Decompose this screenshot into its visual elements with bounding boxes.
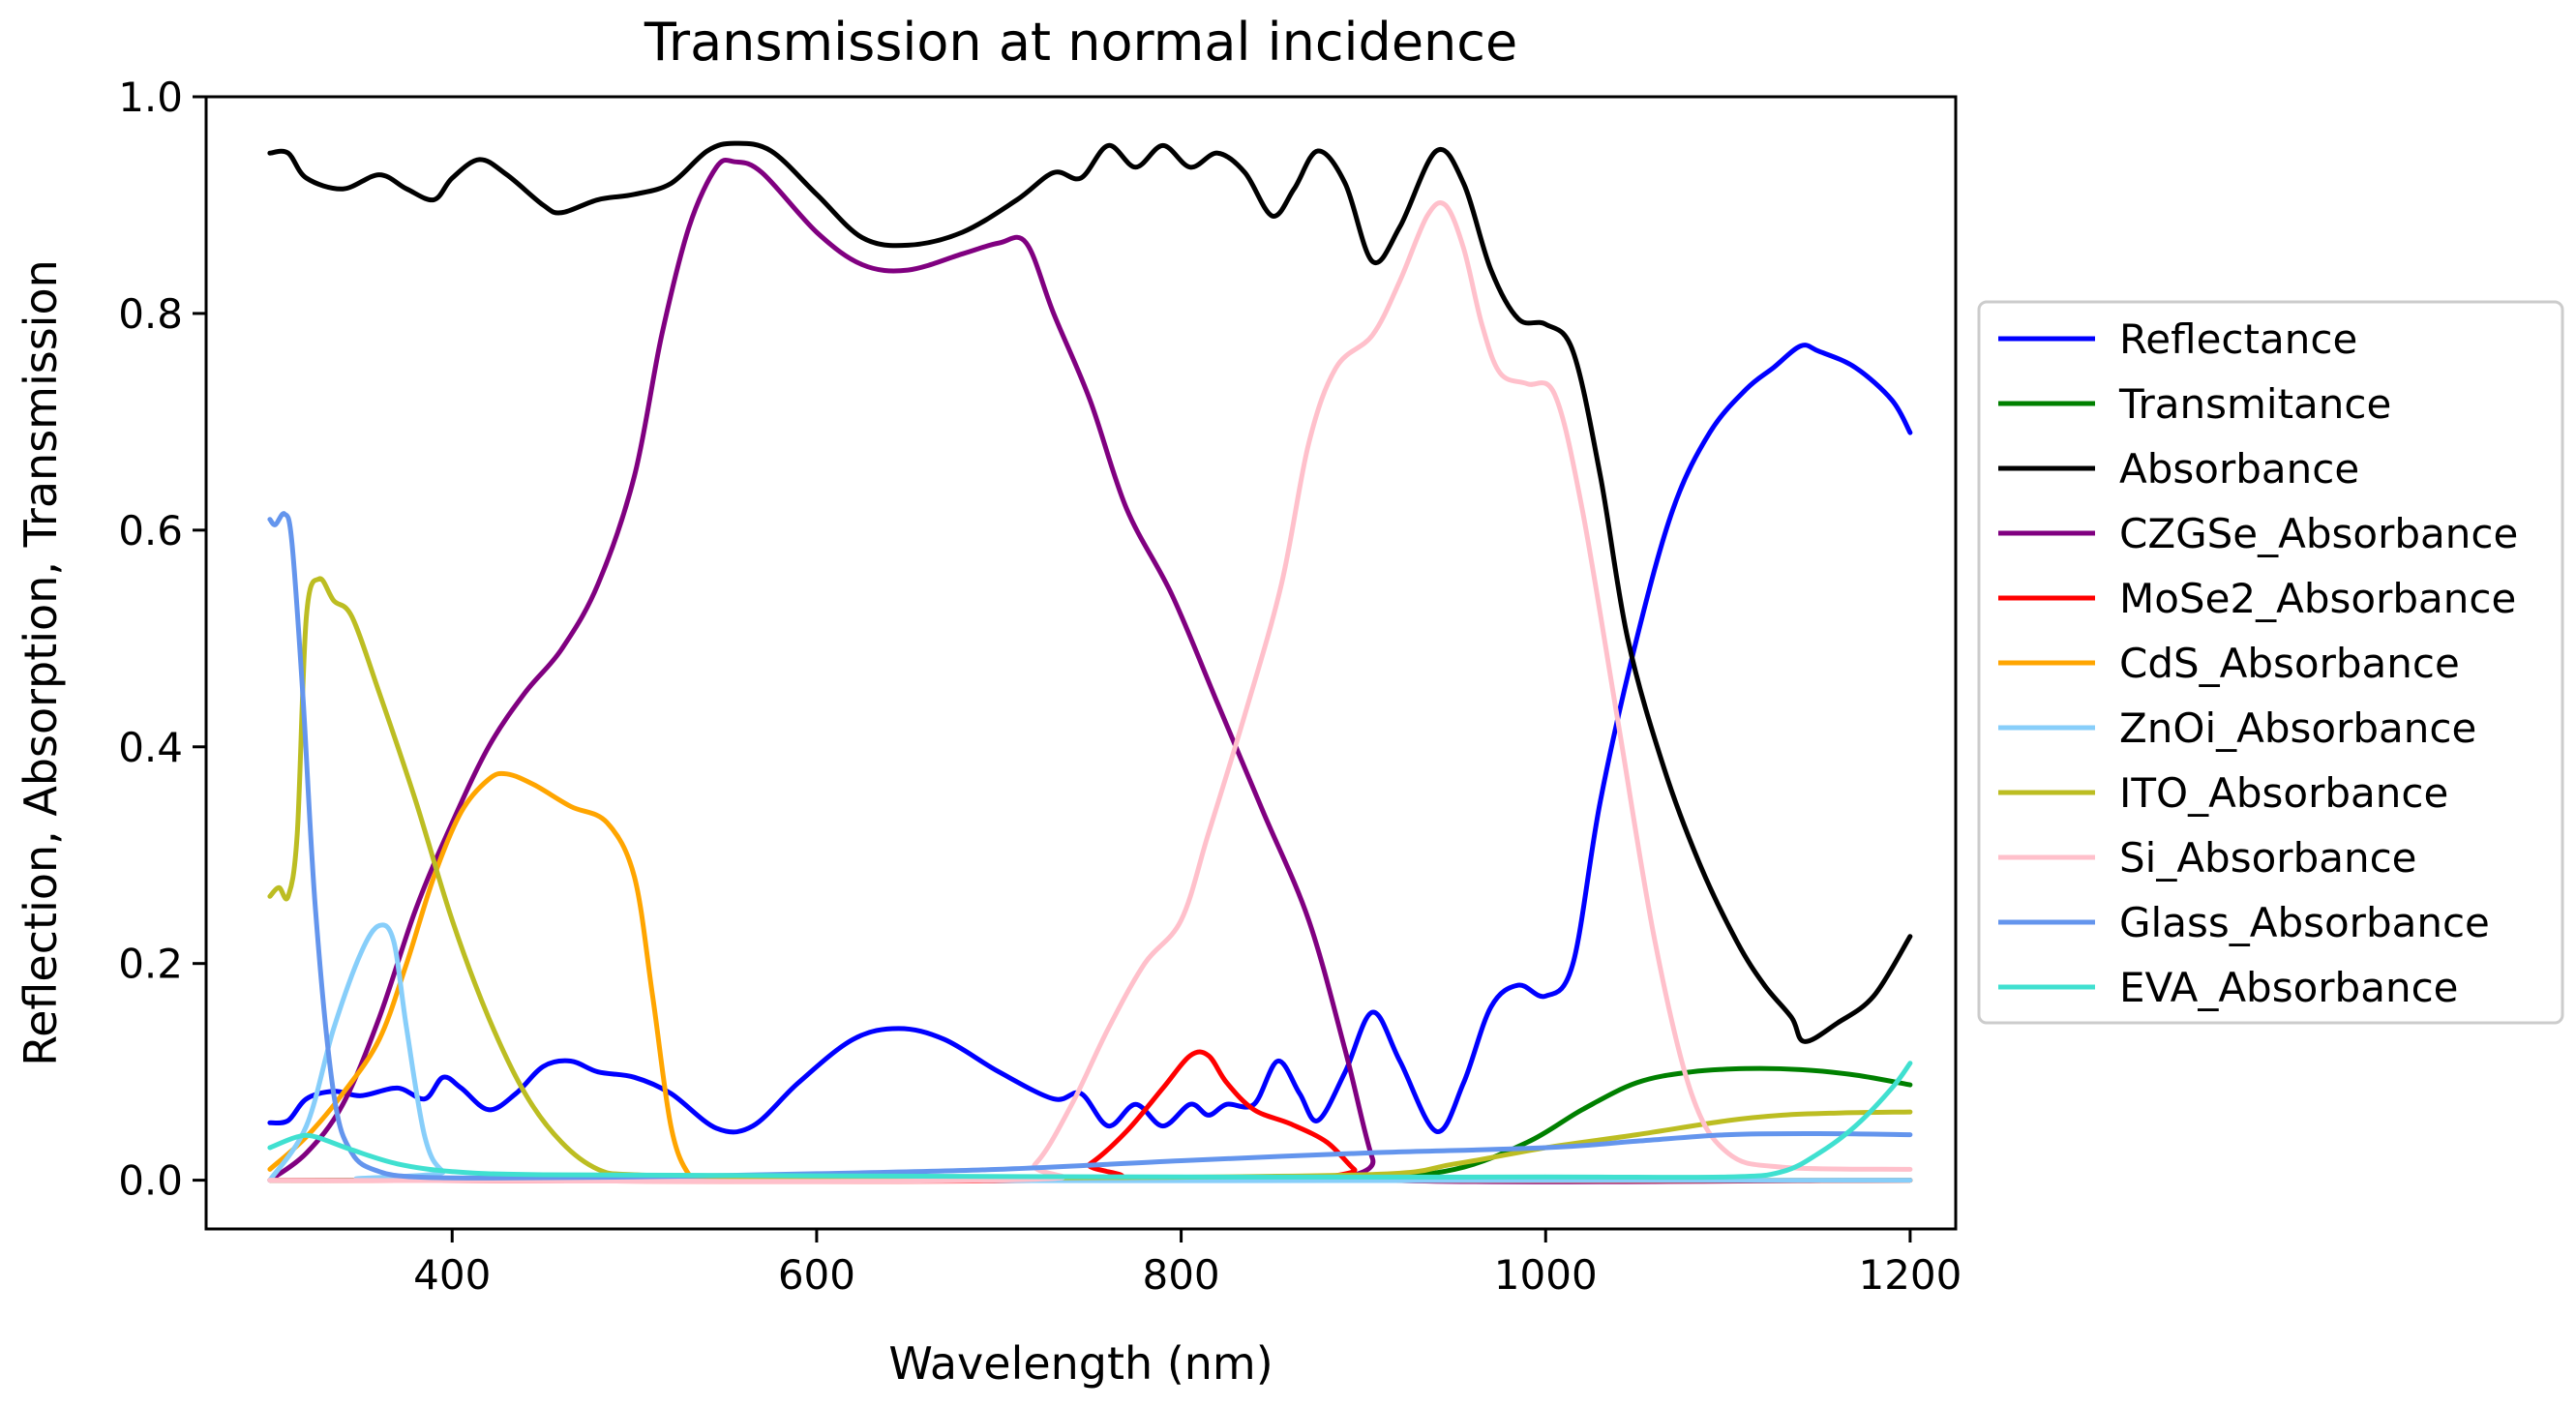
legend-label-ito-absorbance: ITO_Absorbance: [2119, 769, 2448, 817]
series-line-czgse-absorbance: [267, 157, 1913, 1184]
legend-label-czgse-absorbance: CZGSe_Absorbance: [2119, 510, 2518, 557]
plot-frame: [204, 95, 1958, 1231]
x-axis: 400 600 800 1000 1200: [413, 1229, 1962, 1299]
plot-lines: [267, 140, 1913, 1184]
series-line-absorbance: [267, 140, 1913, 1044]
x-tick-label: 1000: [1494, 1251, 1598, 1299]
y-axis-label: Reflection, Absorption, Transmission: [15, 259, 67, 1066]
legend-label-cds-absorbance: CdS_Absorbance: [2119, 640, 2460, 687]
x-tick-label: 400: [413, 1251, 491, 1299]
legend-box: [1977, 300, 2564, 1025]
series-line-eva-absorbance: [267, 1061, 1913, 1181]
legend-label-eva-absorbance: EVA_Absorbance: [2119, 964, 2459, 1011]
y-tick-label: 0.8: [118, 290, 183, 338]
x-tick-label: 800: [1142, 1251, 1219, 1299]
legend-label-glass-absorbance: Glass_Absorbance: [2119, 899, 2490, 946]
legend-label-reflectance: Reflectance: [2119, 315, 2357, 363]
legend-label-si-absorbance: Si_Absorbance: [2119, 834, 2417, 882]
y-axis: 0.0 0.2 0.4 0.6 0.8 1.0: [118, 74, 206, 1205]
legend-label-transmitance: Transmitance: [2118, 380, 2391, 428]
y-tick-label: 1.0: [118, 74, 183, 121]
x-tick-label: 600: [778, 1251, 855, 1299]
series-line-ito-absorbance: [267, 576, 1913, 1181]
legend: Reflectance Transmitance Absorbance CZGSe_A…: [1977, 300, 2564, 1025]
y-tick-label: 0.2: [118, 941, 183, 988]
legend-label-znoi-absorbance: ZnOi_Absorbance: [2119, 704, 2476, 752]
series-line-znoi-absorbance: [267, 922, 1913, 1183]
series-line-si-absorbance: [267, 200, 1913, 1184]
y-tick-label: 0.4: [118, 724, 183, 771]
legend-label-mose2-absorbance: MoSe2_Absorbance: [2119, 575, 2516, 622]
legend-label-absorbance: Absorbance: [2119, 445, 2359, 493]
x-tick-label: 1200: [1858, 1251, 1962, 1299]
chart-title: Transmission at normal incidence: [644, 12, 1517, 73]
y-tick-label: 0.6: [118, 507, 183, 554]
series-line-reflectance: [267, 343, 1913, 1135]
x-axis-label: Wavelength (nm): [888, 1337, 1273, 1390]
y-tick-label: 0.0: [118, 1157, 183, 1205]
